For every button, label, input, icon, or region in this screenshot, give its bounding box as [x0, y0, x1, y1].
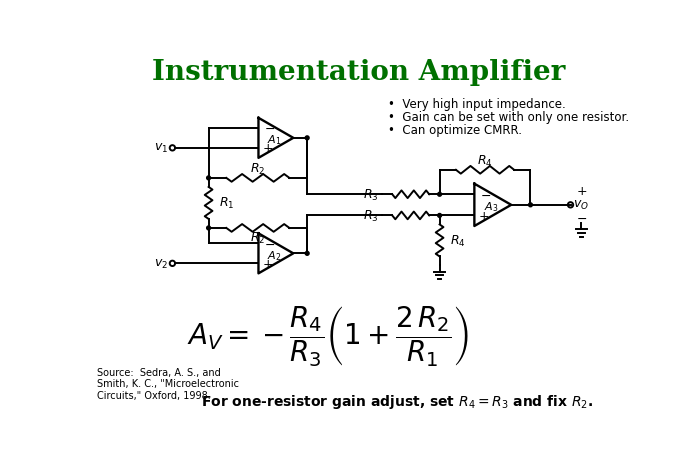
Text: $+$: $+$ — [262, 142, 274, 155]
Circle shape — [305, 252, 309, 256]
Text: $A_3$: $A_3$ — [484, 200, 498, 214]
Text: $-$: $-$ — [480, 188, 491, 201]
Text: •  Gain can be set with only one resistor.: • Gain can be set with only one resistor… — [388, 111, 629, 124]
Circle shape — [305, 137, 309, 140]
Text: $+$: $+$ — [575, 185, 587, 198]
Text: $A_V = -\dfrac{R_4}{R_3}\left(1+\dfrac{2\,R_2}{R_1}\right)$: $A_V = -\dfrac{R_4}{R_3}\left(1+\dfrac{2… — [187, 304, 469, 368]
Text: •  Can optimize CMRR.: • Can optimize CMRR. — [388, 124, 522, 137]
Text: $-$: $-$ — [575, 211, 587, 224]
Text: $v_O$: $v_O$ — [573, 199, 589, 212]
Text: Instrumentation Amplifier: Instrumentation Amplifier — [152, 59, 566, 86]
Text: $R_1$: $R_1$ — [219, 196, 234, 211]
Text: •  Very high input impedance.: • Very high input impedance. — [388, 98, 566, 111]
Text: $+$: $+$ — [262, 257, 274, 270]
Text: $R_4$: $R_4$ — [450, 233, 466, 249]
Circle shape — [528, 203, 533, 207]
Text: $R_3$: $R_3$ — [363, 208, 379, 224]
Circle shape — [438, 193, 442, 197]
Text: For one-resistor gain adjust, set $R_4 = R_3$ and fix $R_2$.: For one-resistor gain adjust, set $R_4 =… — [201, 392, 594, 410]
Text: $v_2$: $v_2$ — [154, 257, 168, 270]
Text: Source:  Sedra, A. S., and
Smith, K. C., "Microelectronic
Circuits," Oxford, 199: Source: Sedra, A. S., and Smith, K. C., … — [97, 367, 239, 400]
Text: $A_2$: $A_2$ — [267, 249, 281, 262]
Circle shape — [206, 226, 211, 231]
Text: $A_1$: $A_1$ — [267, 133, 281, 147]
Text: $-$: $-$ — [264, 122, 275, 135]
Circle shape — [206, 176, 211, 181]
Text: $R_3$: $R_3$ — [363, 188, 379, 202]
Text: $R_2$: $R_2$ — [250, 230, 265, 245]
Text: $R_2$: $R_2$ — [250, 162, 265, 177]
Text: $v_1$: $v_1$ — [154, 142, 168, 155]
Text: $R_4$: $R_4$ — [477, 154, 493, 169]
Circle shape — [438, 214, 442, 218]
Text: $+$: $+$ — [478, 209, 489, 222]
Text: $-$: $-$ — [264, 238, 275, 250]
